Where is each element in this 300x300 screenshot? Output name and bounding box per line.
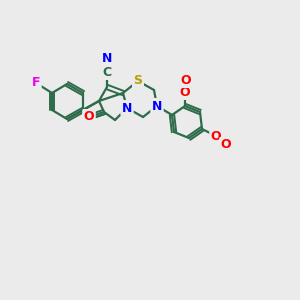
Text: O: O: [84, 110, 94, 124]
Text: O: O: [221, 139, 231, 152]
Text: S: S: [134, 74, 142, 88]
Text: O: O: [180, 85, 190, 98]
Text: O: O: [181, 74, 191, 86]
Text: N: N: [102, 52, 112, 65]
Text: C: C: [102, 65, 112, 79]
Text: O: O: [211, 130, 221, 142]
Text: N: N: [152, 100, 162, 112]
Text: F: F: [32, 76, 40, 89]
Text: N: N: [122, 101, 132, 115]
